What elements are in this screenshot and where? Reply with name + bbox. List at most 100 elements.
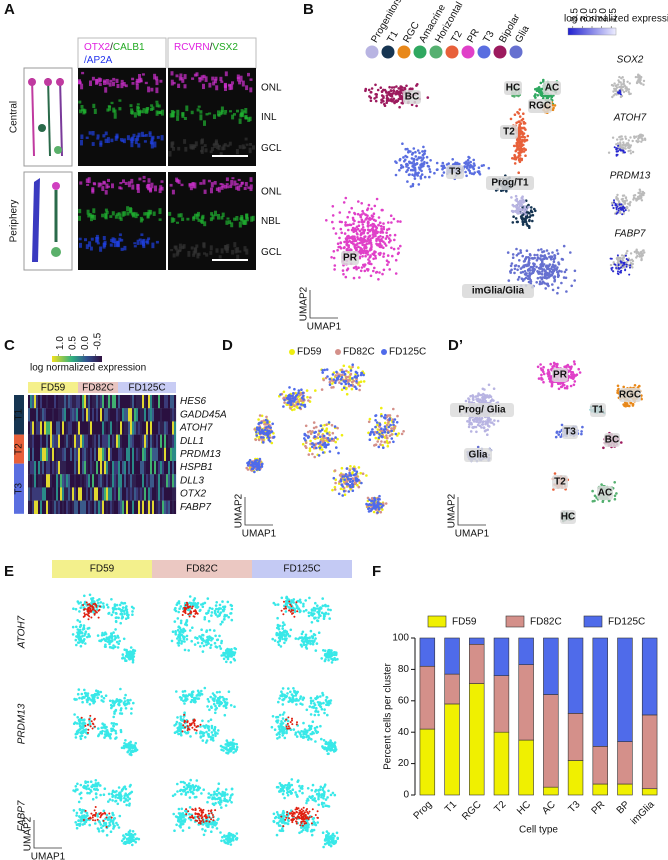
- stain-signal: [215, 248, 219, 253]
- heatmap-cell: [74, 461, 77, 475]
- heatmap-cell: [32, 474, 35, 488]
- cell-dot: [336, 248, 339, 252]
- cell-dot: [395, 89, 399, 93]
- cell-dot: [621, 89, 624, 92]
- heatmap-cell: [80, 421, 83, 435]
- cell-dot: [529, 214, 533, 217]
- cell-dot: [267, 438, 271, 442]
- heatmap-cell: [78, 408, 81, 422]
- stain-signal: [244, 115, 248, 119]
- heatmap-cell: [166, 395, 169, 409]
- cell-dot: [372, 218, 376, 222]
- heatmap-cell: [64, 447, 67, 462]
- cell-dot: [340, 433, 344, 437]
- cell-dot: [364, 239, 367, 242]
- cell-dot: [375, 197, 379, 201]
- heatmap-cell: [82, 487, 85, 501]
- heatmap-cell: [134, 487, 137, 501]
- cell-dot: [395, 85, 398, 88]
- cell-dot: [303, 403, 307, 407]
- stain-signal: [245, 248, 249, 255]
- colorbar-tick-label: 1.5: [608, 8, 619, 22]
- cell-dot: [416, 174, 420, 177]
- heatmap-cell: [48, 421, 51, 435]
- heatmap-cell: [60, 461, 63, 475]
- cell-dot: [517, 151, 520, 155]
- heatmap-cell: [60, 434, 63, 448]
- cell-dot: [542, 254, 546, 258]
- stain-signal: [115, 78, 119, 84]
- stain-signal: [169, 183, 173, 187]
- heatmap-cell: [150, 487, 153, 501]
- cell-dot: [395, 161, 398, 164]
- cell-dot: [537, 266, 541, 270]
- cell-dot: [546, 282, 549, 286]
- cell-dot: [288, 393, 291, 397]
- cell-dot: [320, 428, 324, 432]
- heatmap-cell: [42, 434, 45, 448]
- cell-dot: [631, 139, 634, 143]
- cell-dot: [356, 227, 360, 231]
- heatmap-cell: [140, 434, 143, 448]
- heatmap-cell: [80, 487, 83, 501]
- heatmap-cell: [152, 408, 155, 422]
- heatmap-cell: [94, 447, 97, 462]
- cell-dot: [423, 175, 427, 179]
- cell-dot: [529, 280, 533, 283]
- stain-signal: [141, 73, 145, 76]
- heatmap-cell: [108, 408, 111, 422]
- cell-dot: [379, 510, 383, 514]
- heatmap-cell: [122, 434, 125, 448]
- heatmap-cell: [58, 447, 61, 462]
- heatmap-cell: [56, 408, 59, 422]
- heatmap-cell: [150, 500, 153, 514]
- heatmap-cell: [144, 487, 147, 501]
- stain-signal: [202, 83, 205, 90]
- panel-label: D’: [448, 337, 463, 354]
- cell-dot: [518, 139, 521, 143]
- stain-signal: [192, 253, 196, 257]
- cell-dot: [520, 130, 524, 134]
- cell-dot: [264, 418, 268, 422]
- heatmap-cell: [106, 421, 109, 435]
- heatmap-cell: [34, 447, 37, 462]
- cell-dot: [382, 268, 386, 272]
- cell-dot: [353, 211, 356, 215]
- cell-dot: [523, 205, 527, 208]
- heatmap-cell: [106, 500, 109, 514]
- cell-dot: [288, 386, 291, 389]
- heatmap-cell: [174, 395, 177, 409]
- stain-signal: [195, 244, 199, 248]
- stain-signal: [145, 107, 149, 113]
- heatmap-cell: [74, 421, 77, 435]
- cell-dot: [535, 281, 538, 284]
- legend-swatch: [397, 45, 411, 59]
- stain-signal: [197, 218, 201, 222]
- cell-dot: [520, 143, 524, 147]
- cluster-label-box: [486, 176, 534, 190]
- cell-dot: [338, 236, 341, 240]
- heatmap-cell: [76, 447, 79, 462]
- stain-signal: [132, 133, 136, 137]
- cell-dot: [398, 158, 402, 162]
- cell-dot: [617, 79, 620, 82]
- gene-label: DLL3: [180, 475, 204, 486]
- heatmap-cell: [40, 461, 43, 475]
- cell-dot: [366, 231, 370, 235]
- cell-dot: [539, 263, 542, 267]
- cell-dot: [625, 265, 628, 268]
- cell-dot: [296, 400, 300, 403]
- heatmap-cell: [80, 447, 83, 462]
- cell-dot: [272, 436, 275, 439]
- cell-dot: [469, 430, 473, 433]
- cell-dot: [245, 466, 248, 470]
- cell-dot: [260, 421, 263, 424]
- cell-dot: [511, 157, 514, 160]
- cell-dot: [384, 417, 387, 420]
- colorbar: [52, 356, 102, 362]
- stain-signal: [221, 146, 225, 151]
- heatmap-cell: [62, 421, 65, 435]
- heatmap-cell: [46, 421, 49, 435]
- cell-dot: [368, 438, 372, 442]
- heatmap-cell: [124, 447, 127, 462]
